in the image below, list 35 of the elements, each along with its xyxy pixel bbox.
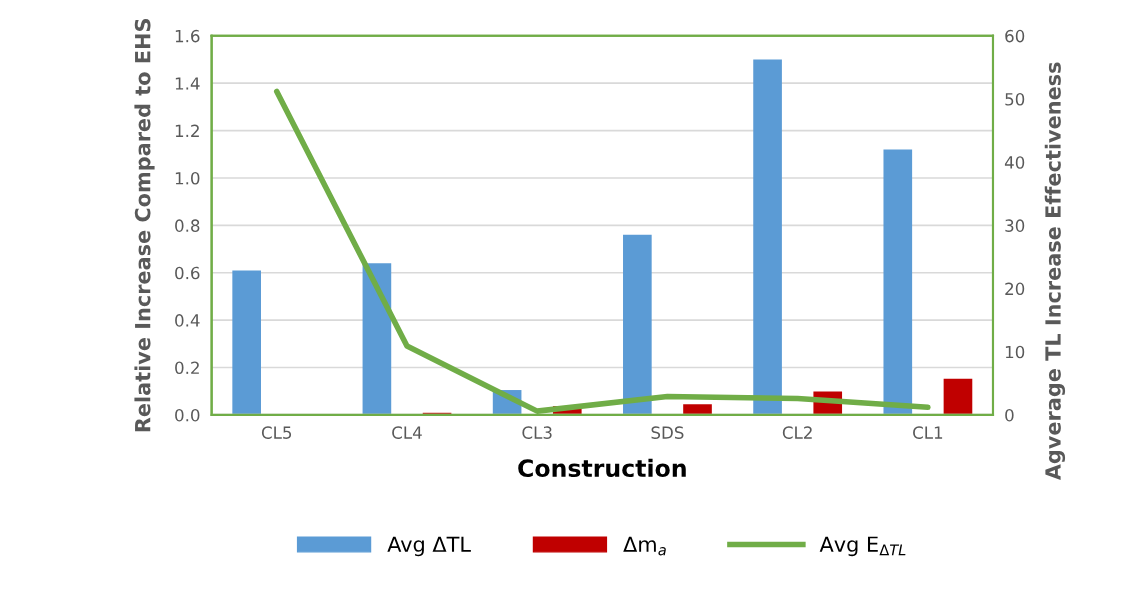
legend-label: Δm$_{a}$ [623, 536, 666, 556]
x-tick-label: CL4 [392, 426, 422, 439]
y2-axis-title: Agverage TL Increase Effectiveness [1044, 62, 1066, 481]
x-tick-label: CL5 [261, 426, 292, 439]
y2-tick-label: 0 [1005, 408, 1014, 422]
y2-tick-label: 60 [1005, 29, 1025, 43]
y-tick-label: 1.4 [175, 77, 200, 90]
x-tick-label: SDS [651, 426, 684, 439]
bar [232, 270, 261, 415]
bar [683, 404, 712, 415]
x-tick-label: CL1 [913, 426, 943, 439]
bar [943, 378, 973, 415]
y-axis-title: Relative Increase Compared to EHS [134, 19, 155, 432]
bar [753, 59, 782, 415]
legend-label: Avg E$_{ΔTL}$ [819, 536, 906, 557]
y-tick-label: 0.6 [175, 266, 200, 280]
y2-tick-label: 20 [1005, 282, 1025, 296]
x-tick-label: CL3 [522, 426, 552, 439]
y-tick-label: 1.6 [175, 29, 200, 43]
bar [362, 263, 392, 415]
bar [883, 149, 913, 415]
y-tick-label: 1.2 [175, 124, 199, 137]
legend-label: Avg ΔTL [387, 536, 471, 557]
y-tick-label: 1.0 [175, 171, 200, 185]
y-tick-label: 0.4 [175, 314, 200, 327]
bar [623, 234, 652, 415]
y-tick-label: 0.0 [175, 408, 200, 422]
y-tick-label: 0.2 [175, 361, 199, 375]
y-tick-label: 0.8 [175, 219, 200, 232]
y2-tick-label: 40 [1004, 156, 1025, 169]
y2-tick-label: 50 [1005, 92, 1025, 106]
x-tick-label: CL2 [782, 426, 812, 439]
x-axis-title: Construction [518, 458, 686, 478]
y2-tick-label: 10 [1005, 345, 1025, 359]
y2-tick-label: 30 [1005, 219, 1025, 232]
